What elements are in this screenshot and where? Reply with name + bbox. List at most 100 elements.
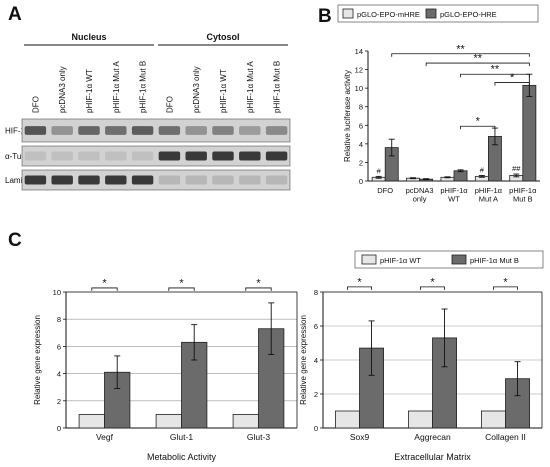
hash-marker: #: [377, 166, 382, 175]
significance-mark: **: [491, 64, 500, 76]
significance-mark: **: [456, 43, 465, 55]
blot-lane-label: pHIF-1α WT: [85, 69, 94, 113]
blot-band: [265, 151, 288, 161]
blot-band: [105, 175, 127, 185]
blot-band: [185, 126, 207, 135]
y-axis-label: Relative gene expression: [33, 315, 42, 405]
bar-control: [408, 410, 433, 429]
blot-band: [24, 175, 47, 185]
bar-control: [78, 413, 105, 429]
legend-swatch: [361, 254, 377, 265]
y-tick-label: 2: [359, 158, 363, 167]
y-axis-label: Relative gene expression: [299, 315, 308, 405]
y-tick-label: 2: [314, 390, 318, 399]
significance-mark: *: [510, 72, 515, 84]
legend-swatch: [451, 254, 467, 265]
y-tick-label: 2: [57, 397, 61, 406]
legend-label: pHIF-1α Mut B: [470, 256, 519, 265]
legend-box: [337, 4, 539, 23]
blot-band: [212, 126, 234, 135]
blot-band: [51, 126, 73, 135]
y-tick-label: 6: [57, 342, 61, 351]
significance-mark: *: [357, 276, 362, 288]
significance-bracket: [460, 125, 496, 130]
y-tick-label: 6: [314, 322, 318, 331]
legend-box: [354, 250, 544, 269]
significance-bracket: [420, 286, 445, 290]
legend-panel-c: pHIF-1α WT pHIF-1α Mut B: [354, 250, 544, 269]
blot-band: [185, 151, 207, 161]
blot-lane-label: pHIF-1α Mut A: [112, 61, 121, 113]
blot-band: [239, 175, 261, 185]
significance-bracket: [460, 73, 530, 78]
legend-label: pGLO-EPO-mHRE: [357, 10, 420, 19]
y-tick-label: 0: [359, 177, 363, 186]
blot-band: [105, 126, 127, 135]
bar-treatment: [522, 84, 537, 182]
y-tick-label: 10: [355, 84, 363, 93]
y-tick-label: 0: [57, 424, 61, 433]
legend-label: pGLO-EPO-HRE: [440, 10, 497, 19]
blot-membrane: [21, 145, 291, 167]
significance-mark: *: [476, 116, 481, 128]
metabolic-activity-chart: 0 2 4 6 8 10 Relative gene expression Metabolic…: [33, 277, 298, 462]
x-axis-label: Metabolic Activity: [147, 452, 217, 462]
blot-band: [212, 175, 234, 185]
extracellular-matrix-chart: 0 2 4 6 8 Relative gene expression Extracellul…: [299, 276, 543, 462]
hash-marker: ##: [512, 164, 521, 173]
blot-band: [78, 151, 100, 161]
x-tick-label: Vegf: [96, 432, 114, 442]
blot-lane-label: pcDNA3 only: [58, 66, 67, 113]
significance-mark: *: [179, 277, 184, 289]
y-tick-label: 10: [53, 288, 61, 297]
bar-control: [481, 410, 506, 429]
blot-band: [78, 175, 100, 185]
legend-label: pHIF-1α WT: [380, 256, 421, 265]
significance-mark: *: [430, 276, 435, 288]
x-tick-label: Sox9: [350, 432, 370, 442]
x-tick-label: Glut-1: [170, 432, 193, 442]
blot-lane-label: DFO: [31, 96, 40, 113]
bar-control: [155, 413, 182, 429]
blot-lane-label: DFO: [165, 96, 174, 113]
blot-band: [158, 151, 181, 161]
y-axis-label: Relative luciferase activity: [343, 70, 352, 162]
legend-swatch: [342, 8, 354, 19]
x-tick-label: pHIF-1α Mut A: [475, 186, 503, 204]
x-tick-label: pcDNA3 only: [406, 186, 434, 204]
y-tick-label: 6: [359, 121, 363, 130]
significance-mark: *: [503, 276, 508, 288]
significance-mark: *: [256, 277, 261, 289]
blot-band: [105, 151, 127, 161]
significance-bracket: [245, 287, 272, 291]
x-tick-label: pHIF-1α WT: [440, 186, 468, 204]
blot-band: [24, 151, 47, 161]
blot-membrane: [21, 118, 291, 143]
y-tick-label: 4: [57, 370, 61, 379]
blot-band: [239, 126, 261, 135]
blot-lane-label: pHIF-1α Mut B: [139, 61, 148, 113]
blot-band: [24, 126, 47, 135]
blot-band: [239, 151, 261, 161]
blot-lane-label: pHIF-1α WT: [219, 69, 228, 113]
blot-membrane: [21, 169, 291, 191]
blot-band: [131, 175, 154, 185]
significance-bracket: [168, 287, 195, 291]
y-tick-label: 0: [314, 424, 318, 433]
significance-bracket: [91, 287, 118, 291]
x-tick-label: DFO: [377, 186, 393, 195]
blot-row-label: HIF-1α: [5, 127, 30, 136]
blot-band: [78, 126, 100, 135]
x-axis-label: Extracellular Matrix: [394, 452, 471, 462]
blot-band: [265, 126, 288, 135]
blot-lane-label: pcDNA3 only: [192, 66, 201, 113]
blot-band: [185, 175, 207, 185]
significance-bracket: [493, 286, 518, 290]
blot-group-2: Cytosol: [206, 32, 239, 42]
blot-band: [51, 151, 73, 161]
blot-band: [131, 151, 154, 161]
blot-band: [158, 126, 181, 135]
blot-group-1: Nucleus: [71, 32, 106, 42]
significance-bracket: [494, 82, 530, 86]
